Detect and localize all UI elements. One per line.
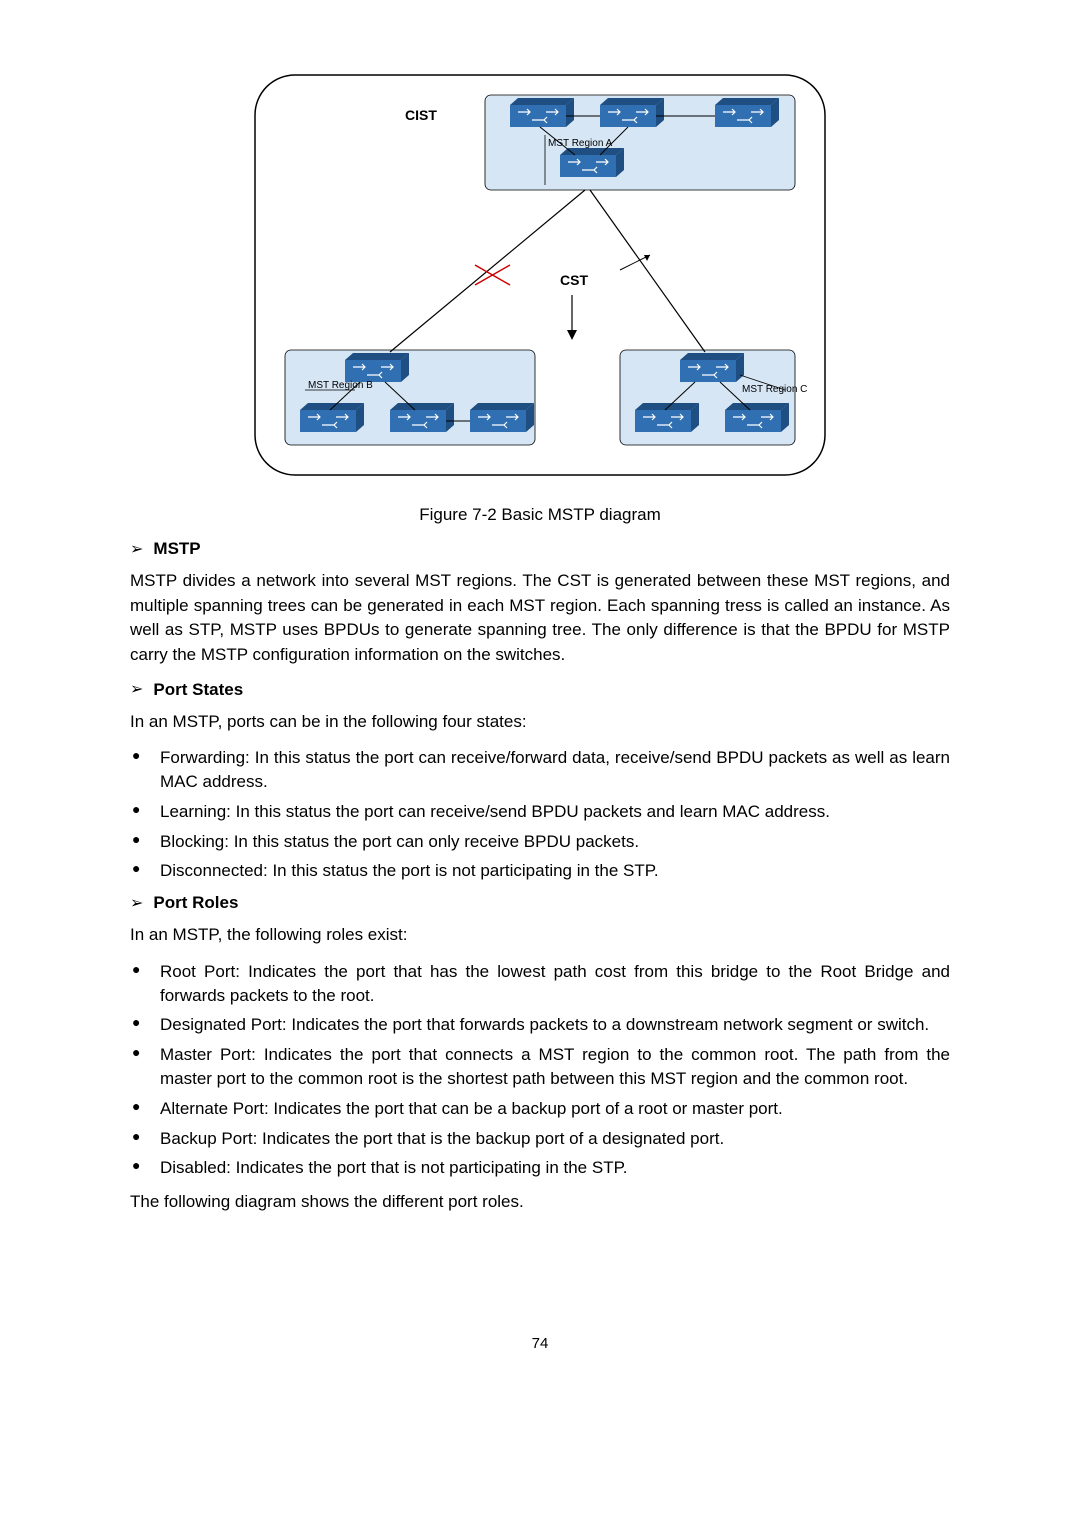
list-item: Master Port: Indicates the port that con…: [130, 1043, 950, 1091]
list-item: Alternate Port: Indicates the port that …: [130, 1097, 950, 1121]
switch-icon: [300, 403, 364, 432]
switch-icon: [390, 403, 454, 432]
region-c-label: MST Region C: [742, 384, 807, 395]
section-heading-port-states: ➢ Port States: [130, 680, 950, 700]
switch-icon: [600, 98, 664, 127]
cist-label: CIST: [405, 107, 437, 123]
section-title-text: MSTP: [153, 539, 200, 558]
port-roles-closing: The following diagram shows the differen…: [130, 1190, 950, 1215]
section-title-text: Port Roles: [153, 893, 238, 912]
switch-icon: [560, 148, 624, 177]
switch-icon: [510, 98, 574, 127]
list-item: Disconnected: In this status the port is…: [130, 859, 950, 883]
list-item: Blocking: In this status the port can on…: [130, 830, 950, 854]
port-states-intro: In an MSTP, ports can be in the followin…: [130, 710, 950, 735]
section-heading-port-roles: ➢ Port Roles: [130, 893, 950, 913]
list-item: Forwarding: In this status the port can …: [130, 746, 950, 794]
mstp-diagram-svg: MST Region A CIST MST Region B MST Regio…: [250, 70, 830, 480]
list-item: Disabled: Indicates the port that is not…: [130, 1156, 950, 1180]
region-a-label: MST Region A: [548, 138, 613, 149]
list-item: Backup Port: Indicates the port that is …: [130, 1127, 950, 1151]
cst-label: CST: [560, 272, 588, 288]
page-number: 74: [130, 1335, 950, 1352]
mstp-body: MSTP divides a network into several MST …: [130, 569, 950, 668]
chevron-right-icon: ➢: [130, 542, 143, 558]
section-title-text: Port States: [153, 680, 243, 699]
mstp-diagram: MST Region A CIST MST Region B MST Regio…: [250, 70, 830, 485]
port-roles-intro: In an MSTP, the following roles exist:: [130, 923, 950, 948]
switch-icon: [470, 403, 534, 432]
list-item: Designated Port: Indicates the port that…: [130, 1013, 950, 1037]
chevron-right-icon: ➢: [130, 682, 143, 698]
figure-caption: Figure 7-2 Basic MSTP diagram: [130, 505, 950, 525]
document-page: MST Region A CIST MST Region B MST Regio…: [0, 0, 1080, 1412]
section-heading-mstp: ➢ MSTP: [130, 539, 950, 559]
port-states-list: Forwarding: In this status the port can …: [130, 746, 950, 883]
chevron-right-icon: ➢: [130, 896, 143, 912]
switch-icon: [715, 98, 779, 127]
region-b-label: MST Region B: [308, 380, 373, 391]
port-roles-list: Root Port: Indicates the port that has t…: [130, 960, 950, 1180]
switch-icon: [680, 353, 744, 382]
list-item: Learning: In this status the port can re…: [130, 800, 950, 824]
list-item: Root Port: Indicates the port that has t…: [130, 960, 950, 1008]
switch-icon: [635, 403, 699, 432]
switch-icon: [345, 353, 409, 382]
switch-icon: [725, 403, 789, 432]
